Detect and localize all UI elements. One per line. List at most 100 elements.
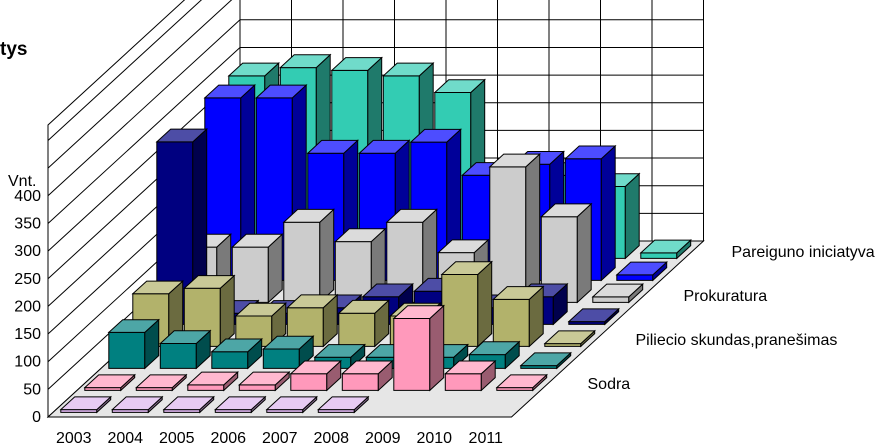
bar-top (214, 396, 267, 411)
bar-front (108, 331, 146, 369)
series-label: Sodra (588, 376, 631, 393)
bar (186, 370, 239, 392)
bar (519, 351, 572, 370)
gridline-left (47, 47, 241, 224)
bar-top (238, 371, 291, 386)
bar-top (564, 145, 617, 160)
bar-top (437, 239, 490, 254)
bar (567, 307, 620, 326)
bar-top (279, 54, 332, 69)
bar (238, 370, 291, 392)
bar-top (488, 153, 541, 168)
bar-top (444, 360, 497, 375)
bar-top (495, 374, 548, 389)
bar-top (286, 294, 339, 309)
bar-front (159, 343, 197, 369)
bar-top (540, 203, 593, 218)
bar-side (477, 260, 493, 348)
bar (543, 329, 596, 348)
bar (159, 329, 212, 370)
bar-front (338, 312, 376, 347)
chart-title-fragment: tys (0, 39, 27, 60)
bar-top (385, 208, 438, 223)
bar-top (231, 233, 284, 248)
y-tick-label: 200 (14, 298, 41, 315)
bar-top (392, 305, 445, 319)
bar-top (265, 396, 318, 411)
bar-top (492, 286, 545, 300)
bar-top (591, 283, 644, 298)
bar (540, 202, 593, 304)
y-tick-label: 400 (14, 188, 41, 205)
bar-top (440, 261, 493, 275)
bar (214, 395, 267, 414)
bar-top (358, 139, 411, 154)
bar (341, 359, 394, 392)
bar (282, 208, 335, 304)
bar (83, 373, 136, 392)
bar (337, 299, 390, 348)
bar-front (238, 384, 276, 391)
gridline-left (47, 0, 203, 141)
x-tick-label: 2007 (262, 430, 298, 446)
bar-front (231, 246, 269, 303)
bar-top (361, 283, 414, 298)
bar-top (203, 84, 256, 99)
bar (59, 395, 112, 414)
bar-side (600, 144, 616, 282)
bar-top (234, 302, 287, 317)
bar-front (441, 274, 479, 347)
bar-side (576, 202, 592, 304)
bar (286, 293, 339, 348)
bar-front (262, 348, 300, 369)
bar (162, 395, 215, 414)
x-tick-label: 2005 (159, 430, 195, 446)
x-tick-label: 2006 (210, 430, 246, 446)
bar-top (289, 360, 342, 375)
bar-top (262, 335, 315, 350)
bar (385, 208, 438, 304)
bar-side (525, 152, 541, 304)
y-tick-label: 150 (14, 326, 41, 343)
bar-front (283, 221, 321, 303)
bar-side (429, 304, 445, 392)
bar-front (211, 351, 249, 369)
x-tick-label: 2004 (107, 430, 143, 446)
y-tick-label: 100 (14, 354, 41, 371)
bar-top (639, 239, 692, 254)
bar-top (282, 208, 335, 223)
bar-top (313, 344, 366, 358)
x-tick-label: 2010 (416, 430, 452, 446)
bar-top (382, 62, 435, 77)
bar (334, 227, 387, 304)
bar (444, 359, 497, 392)
bar (639, 238, 692, 260)
bar-top (334, 228, 387, 243)
y-tick-label: 350 (14, 215, 41, 232)
bar-top (433, 79, 486, 93)
bar-front (492, 298, 530, 347)
bar-top (306, 139, 359, 154)
y-tick-label: 0 (32, 409, 41, 426)
bar-top (227, 62, 280, 77)
x-tick-label: 2003 (56, 430, 92, 446)
bar-top (615, 261, 668, 276)
series-label: Prokuratura (684, 288, 768, 305)
bar-front (187, 384, 225, 391)
bar (231, 233, 284, 304)
bar-front (290, 373, 328, 391)
bar (111, 395, 164, 414)
gridline-left (47, 0, 233, 169)
bar (615, 260, 668, 282)
x-tick-label: 2008 (313, 430, 349, 446)
bar-front (393, 318, 431, 391)
bar-front (592, 296, 630, 303)
y-axis-label: Vnt. (8, 173, 36, 190)
bar-side (319, 208, 335, 304)
bar-top (341, 360, 394, 375)
bar-top (162, 396, 215, 411)
bar-top (131, 280, 184, 295)
bar (135, 373, 188, 392)
bar-top (317, 396, 370, 411)
